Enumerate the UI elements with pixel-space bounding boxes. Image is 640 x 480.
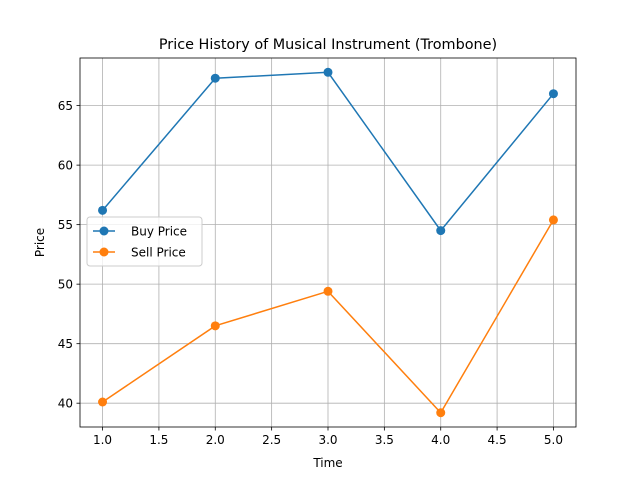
y-tick-label: 45: [58, 337, 73, 351]
data-point-sell-price: [436, 408, 446, 418]
data-point-buy-price: [98, 205, 108, 215]
data-point-buy-price: [548, 89, 558, 99]
x-tick-label: 2.0: [206, 433, 225, 447]
data-point-sell-price: [98, 397, 108, 407]
chart-title: Price History of Musical Instrument (Tro…: [159, 37, 497, 53]
data-point-sell-price: [548, 215, 558, 225]
x-tick-label: 3.0: [318, 433, 337, 447]
x-tick-label: 5.0: [544, 433, 563, 447]
grid-lines: [80, 58, 576, 427]
x-tick-label: 2.5: [262, 433, 281, 447]
data-point-sell-price: [323, 286, 333, 296]
x-tick-label: 3.5: [375, 433, 394, 447]
y-axis-label: Price: [33, 228, 47, 257]
y-axis-ticks: 40 45 50 55 60 65: [58, 99, 80, 410]
y-tick-label: 65: [58, 99, 73, 113]
x-axis-ticks: 1.0 1.5 2.0 2.5 3.0 3.5 4.0 4.5 5.0: [93, 427, 563, 447]
x-tick-label: 4.5: [488, 433, 507, 447]
data-point-buy-price: [210, 73, 220, 83]
legend-marker-buy-price: [99, 226, 109, 236]
x-tick-label: 4.0: [431, 433, 450, 447]
legend-label-buy-price: Buy Price: [131, 225, 187, 239]
y-tick-label: 40: [58, 396, 73, 410]
series-layer: [98, 67, 558, 418]
y-tick-label: 55: [58, 218, 73, 232]
y-tick-label: 50: [58, 277, 73, 291]
y-tick-label: 60: [58, 158, 73, 172]
data-point-sell-price: [210, 321, 220, 331]
legend: Buy Price Sell Price: [86, 216, 203, 267]
x-axis-label: Time: [312, 456, 342, 470]
legend-label-sell-price: Sell Price: [131, 246, 186, 260]
data-point-buy-price: [323, 67, 333, 77]
x-tick-label: 1.0: [93, 433, 112, 447]
legend-marker-sell-price: [99, 247, 109, 257]
x-tick-label: 1.5: [149, 433, 168, 447]
legend-box: [86, 216, 203, 267]
data-point-buy-price: [436, 226, 446, 236]
